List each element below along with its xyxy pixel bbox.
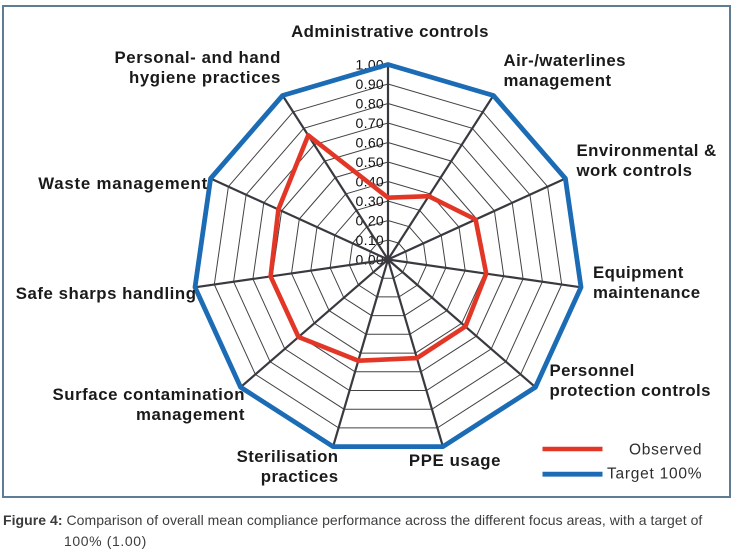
svg-text:0.30: 0.30 bbox=[356, 193, 384, 209]
svg-text:Target 100%: Target 100% bbox=[607, 465, 702, 482]
svg-text:0.60: 0.60 bbox=[356, 134, 384, 150]
svg-text:Observed: Observed bbox=[629, 442, 702, 459]
svg-text:0.20: 0.20 bbox=[356, 212, 384, 228]
svg-text:0.80: 0.80 bbox=[356, 95, 384, 111]
svg-text:0.90: 0.90 bbox=[356, 76, 384, 92]
svg-text:0.70: 0.70 bbox=[356, 115, 384, 131]
svg-text:0.50: 0.50 bbox=[356, 154, 384, 170]
svg-text:0.00: 0.00 bbox=[356, 251, 384, 267]
